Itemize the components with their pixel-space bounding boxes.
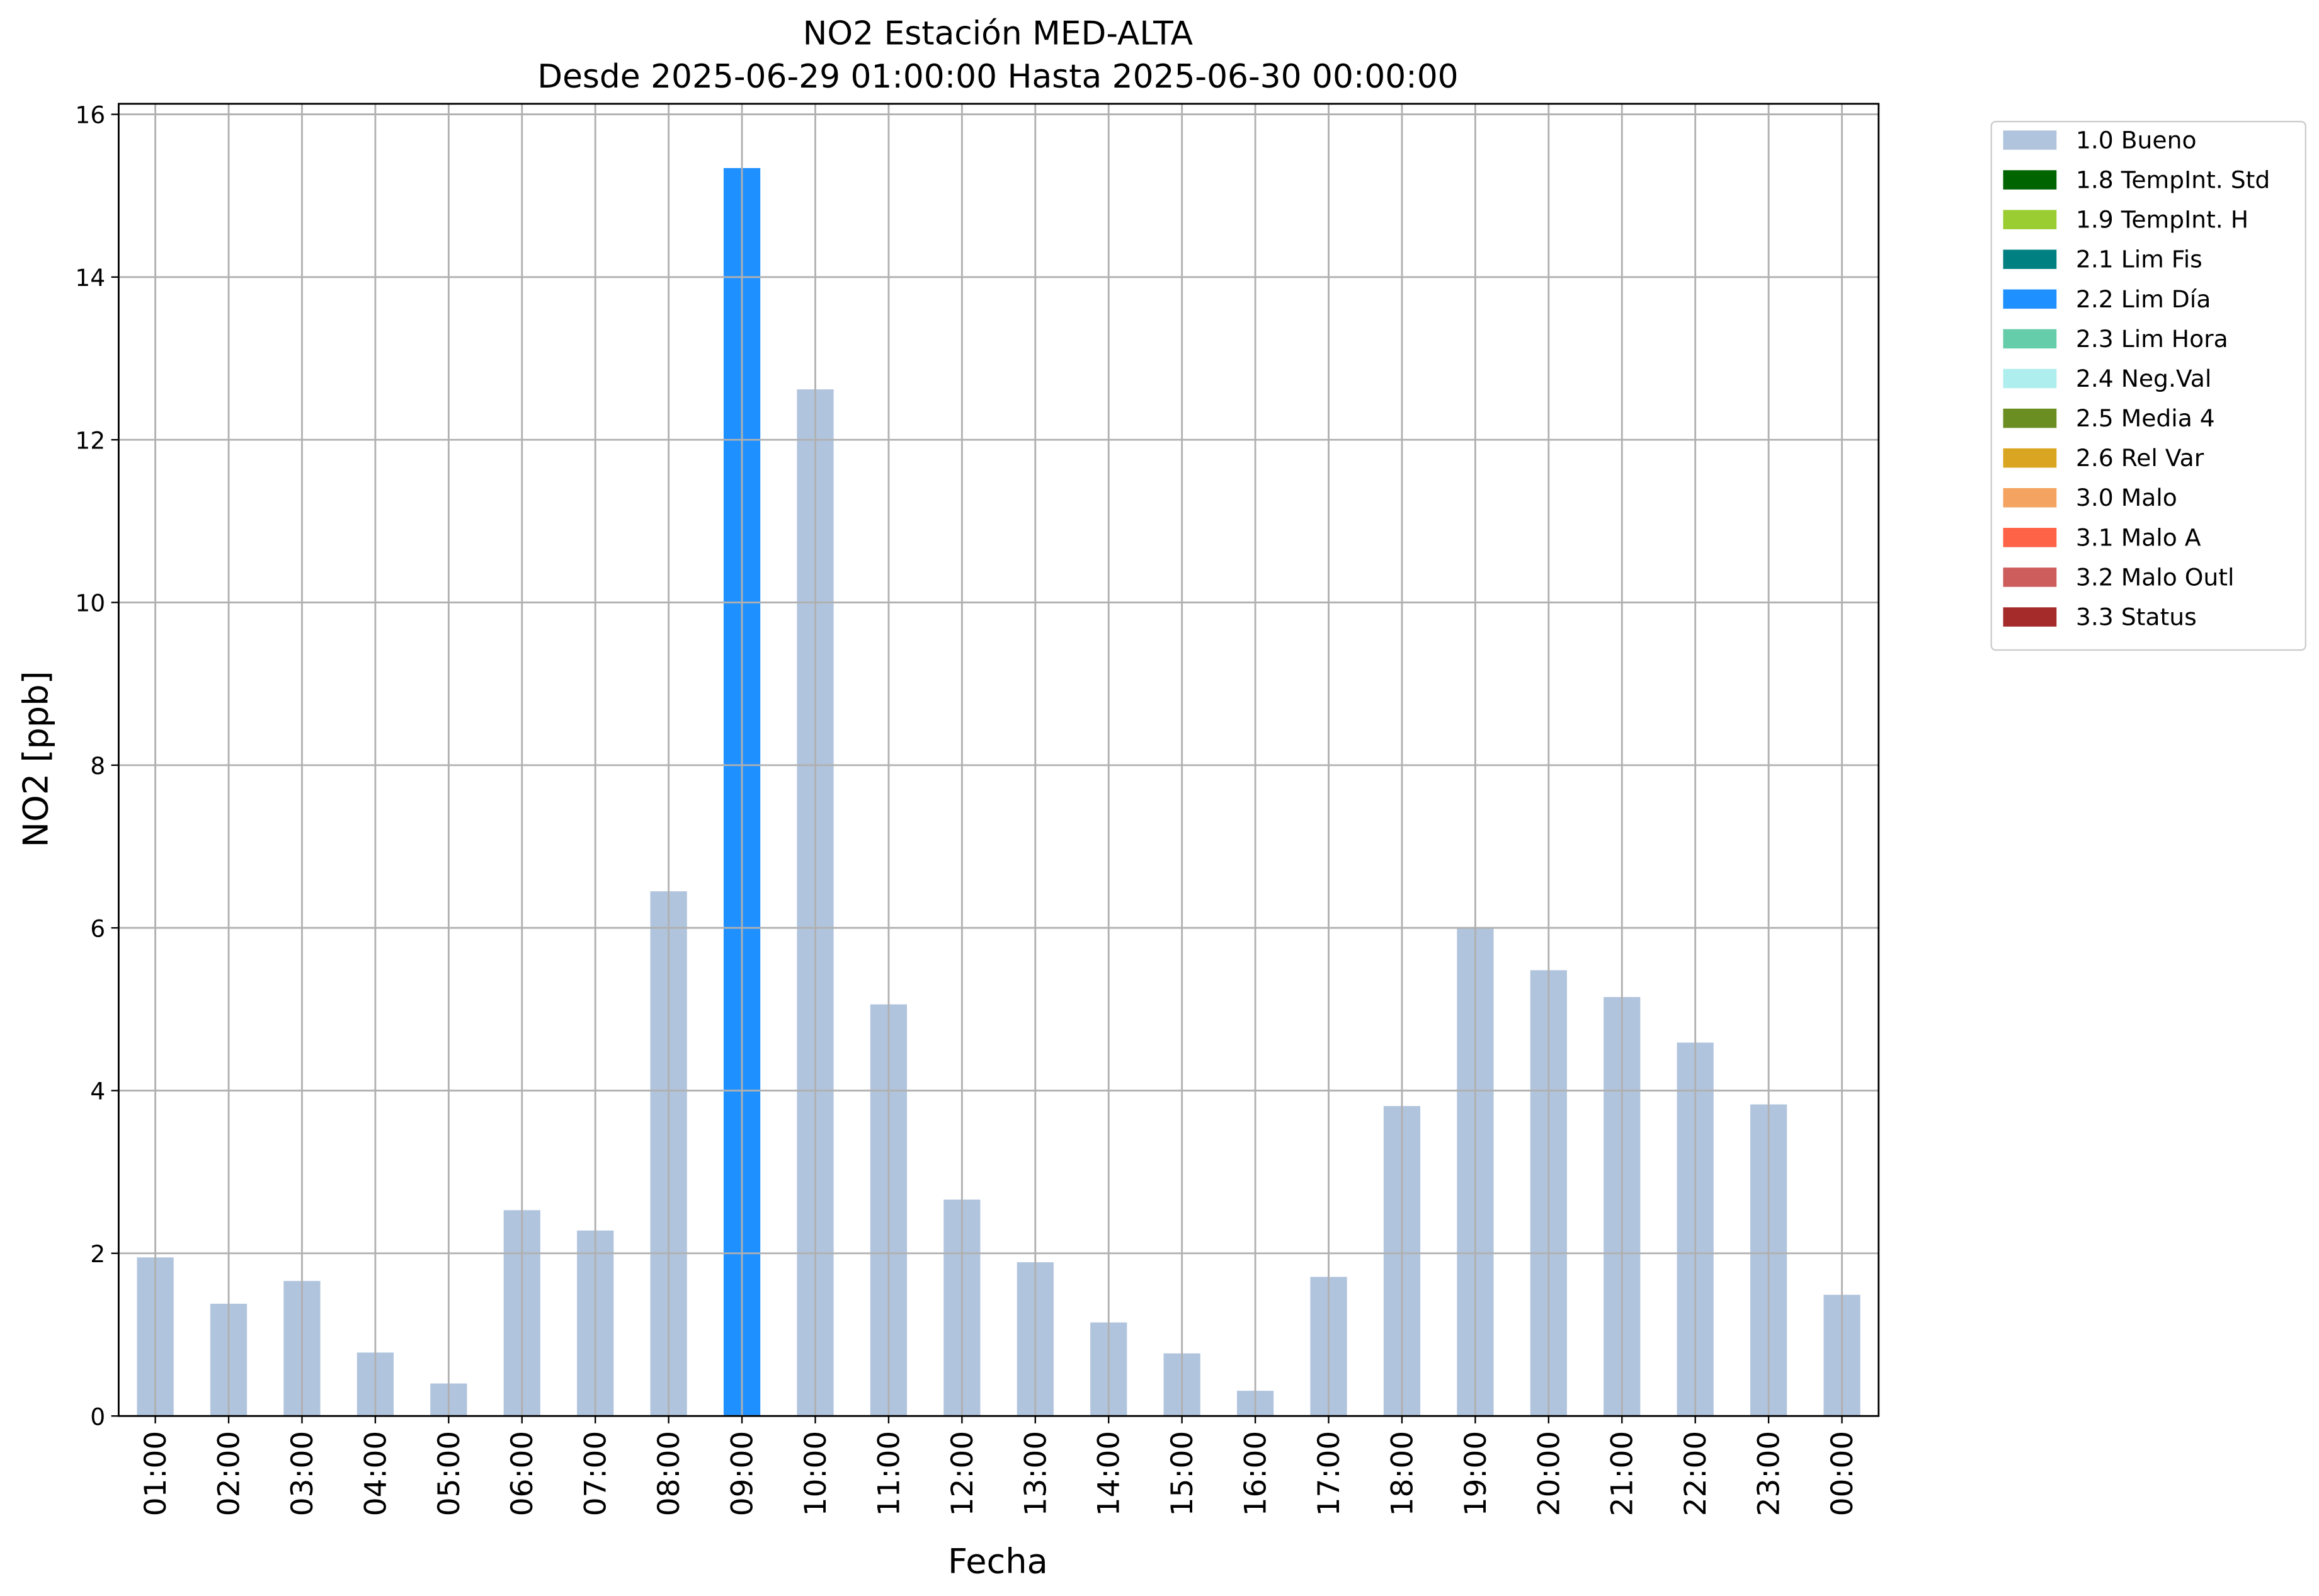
chart-subtitle: Desde 2025-06-29 01:00:00 Hasta 2025-06-… [537, 58, 1458, 96]
y-tick-label: 16 [75, 101, 105, 129]
legend: 1.0 Bueno 1.8 TempInt. Std 1.9 TempInt. H 2… [1990, 120, 2306, 651]
legend-swatch [2003, 249, 2057, 270]
grid [118, 103, 1879, 1417]
x-tick-label: 05:00 [432, 1431, 467, 1517]
legend-swatch [2003, 567, 2057, 587]
legend-swatch [2003, 368, 2057, 389]
x-tick-label: 03:00 [285, 1431, 320, 1517]
y-tick-label: 14 [75, 264, 105, 292]
legend-label: 1.8 TempInt. Std [2076, 166, 2270, 194]
legend-swatch [2003, 448, 2057, 468]
legend-swatch [2003, 408, 2057, 428]
legend-label: 2.3 Lim Hora [2076, 325, 2228, 353]
legend-label: 1.9 TempInt. H [2076, 206, 2248, 234]
legend-label: 2.5 Media 4 [2076, 404, 2215, 432]
legend-label: 3.1 Malo A [2076, 523, 2201, 551]
x-tick-label: 00:00 [1825, 1431, 1860, 1517]
x-tick-label: 22:00 [1678, 1431, 1713, 1517]
y-tick-label: 2 [90, 1240, 105, 1268]
x-tick-label: 06:00 [505, 1431, 540, 1517]
legend-swatch [2003, 528, 2057, 547]
legend-label: 2.4 Neg.Val [2076, 365, 2211, 392]
x-tick-label: 23:00 [1752, 1431, 1787, 1517]
x-tick-label: 09:00 [726, 1431, 760, 1517]
legend-label: 3.0 Malo [2076, 484, 2177, 511]
y-tick-label: 12 [75, 426, 105, 454]
axes: 0 2 4 6 8 10 12 14 16 01:00 02:00 03:00 04:00 05:00 06… [75, 101, 1880, 1517]
legend-swatch [2003, 289, 2057, 309]
x-tick-label: 13:00 [1018, 1431, 1053, 1517]
x-tick-label: 21:00 [1605, 1431, 1640, 1517]
y-tick-label: 0 [90, 1403, 105, 1430]
x-tick-label: 16:00 [1239, 1431, 1273, 1517]
x-tick-label: 11:00 [872, 1431, 906, 1517]
x-tick-label: 19:00 [1459, 1431, 1493, 1517]
legend-label: 3.2 Malo Outl [2076, 563, 2235, 591]
x-tick-label: 08:00 [652, 1431, 687, 1517]
y-tick-label: 8 [90, 752, 105, 780]
x-tick-label: 12:00 [945, 1431, 980, 1517]
x-tick-label: 18:00 [1385, 1431, 1420, 1517]
x-tick-label: 02:00 [212, 1431, 247, 1517]
legend-swatch [2003, 210, 2057, 229]
x-tick-label: 10:00 [799, 1431, 833, 1517]
legend-swatch [2003, 487, 2057, 508]
legend-swatch [2003, 329, 2057, 349]
x-tick-label: 17:00 [1312, 1431, 1347, 1517]
chart-title: NO2 Estación MED-ALTA [803, 15, 1193, 53]
plot-frame [117, 103, 1880, 1417]
legend-label: 2.2 Lim Día [2076, 285, 2211, 313]
legend-label: 2.6 Rel Var [2076, 444, 2204, 472]
legend-swatch [2003, 607, 2057, 627]
x-tick-label: 15:00 [1165, 1431, 1200, 1517]
legend-swatch [2003, 130, 2057, 150]
x-tick-label: 01:00 [139, 1431, 173, 1517]
x-tick-label: 20:00 [1532, 1431, 1566, 1517]
y-tick-label: 6 [90, 915, 105, 942]
x-tick-label: 07:00 [579, 1431, 613, 1517]
x-axis-label: Fecha [948, 1542, 1048, 1582]
y-axis-label: NO2 [ppb] [16, 671, 55, 847]
y-tick-label: 4 [90, 1078, 105, 1105]
legend-box [1990, 120, 2306, 651]
legend-label: 3.3 Status [2076, 603, 2197, 631]
legend-label: 2.1 Lim Fis [2076, 246, 2202, 273]
legend-swatch [2003, 170, 2057, 190]
x-tick-label: 14:00 [1092, 1431, 1127, 1517]
y-tick-label: 10 [75, 590, 105, 617]
legend-label: 1.0 Bueno [2076, 126, 2197, 154]
x-tick-label: 04:00 [358, 1431, 393, 1517]
